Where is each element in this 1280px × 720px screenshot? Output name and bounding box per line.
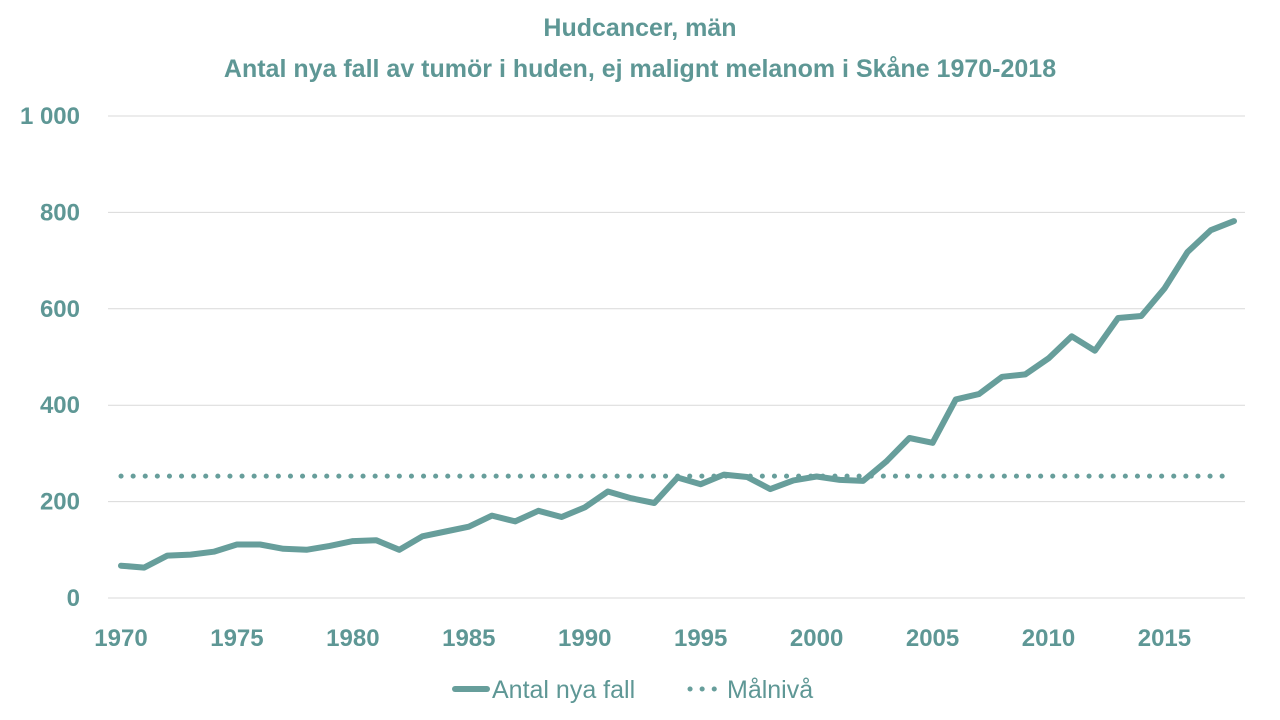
x-tick-label: 1995: [674, 625, 727, 652]
x-tick-label: 2005: [906, 625, 959, 652]
legend-label: Målnivå: [727, 676, 813, 704]
y-axis-ticks: 0 200 400 600 800 1 000: [20, 103, 80, 612]
chart-subtitle: Antal nya fall av tumör i huden, ej mali…: [223, 55, 1057, 83]
legend-label: Antal nya fall: [492, 676, 635, 704]
y-tick-label: 200: [40, 489, 80, 516]
series-group: [118, 218, 1237, 571]
legend: Antal nya fall Målnivå: [452, 676, 813, 704]
x-axis-ticks: 1970 1975 1980 1985 1990 1995 2000 2005 2010 2015: [94, 625, 1191, 652]
y-tick-label: 0: [67, 585, 80, 612]
y-tick-label: 800: [40, 199, 80, 226]
y-tick-label: 400: [40, 392, 80, 419]
y-tick-label: 1 000: [20, 103, 80, 130]
cases-line: [118, 218, 1237, 571]
x-tick-label: 2010: [1022, 625, 1075, 652]
x-tick-label: 1980: [326, 625, 379, 652]
gridlines: [108, 115, 1245, 599]
x-tick-label: 2000: [790, 625, 843, 652]
chart-title: Hudcancer, män: [543, 14, 737, 42]
x-tick-label: 1970: [94, 625, 147, 652]
x-tick-label: 2015: [1138, 625, 1191, 652]
x-tick-label: 1990: [558, 625, 611, 652]
y-tick-label: 600: [40, 296, 80, 323]
x-tick-label: 1975: [210, 625, 263, 652]
x-tick-label: 1985: [442, 625, 495, 652]
